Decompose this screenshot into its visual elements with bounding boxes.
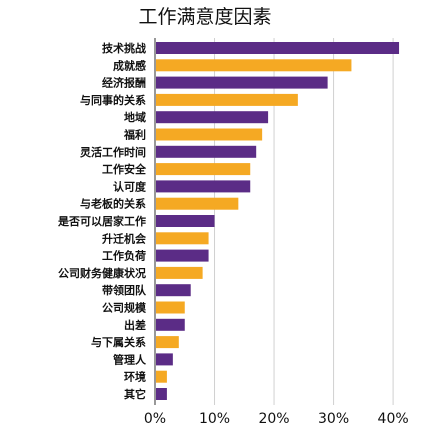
- category-label: 其它: [124, 387, 146, 401]
- category-label: 环境: [124, 370, 146, 384]
- bar: [156, 93, 298, 106]
- bar: [156, 42, 400, 54]
- x-tick-label: 20%: [258, 411, 289, 427]
- category-label: 升迁机会: [102, 231, 147, 245]
- bar: [156, 266, 203, 279]
- category-label: 工作负荷: [102, 249, 146, 263]
- x-tick-label: 10%: [199, 411, 230, 427]
- category-label: 公司规模: [102, 301, 147, 315]
- category-label: 公司财务健康状况: [58, 266, 146, 280]
- category-label: 管理人: [113, 352, 147, 366]
- bar: [156, 249, 209, 262]
- category-label: 是否可以居家工作: [57, 214, 146, 228]
- bar: [156, 232, 209, 245]
- bar: [156, 145, 257, 158]
- category-label: 与老板的关系: [80, 197, 146, 211]
- bar: [156, 180, 251, 193]
- chart-title: 工作满意度因素: [138, 6, 271, 28]
- bar: [156, 353, 173, 366]
- bar: [156, 388, 167, 400]
- bar: [156, 163, 251, 176]
- bar: [156, 197, 239, 210]
- category-label: 技术挑战: [102, 41, 146, 55]
- bar: [156, 336, 179, 349]
- bar: [156, 215, 215, 227]
- bar: [156, 128, 263, 141]
- category-label: 认可度: [113, 179, 147, 193]
- bar: [156, 318, 185, 331]
- category-label: 福利: [123, 128, 146, 142]
- bar: [156, 370, 167, 383]
- category-label: 地域: [124, 110, 146, 124]
- x-tick-label: 30%: [318, 411, 349, 427]
- bar: [156, 59, 352, 72]
- bar: [156, 284, 191, 297]
- category-label: 出差: [124, 318, 146, 332]
- category-label: 带领团队: [102, 283, 147, 297]
- x-tick-label: 0%: [144, 411, 166, 427]
- bar: [156, 301, 185, 314]
- category-label: 经济报酬: [102, 76, 146, 90]
- category-label: 与下属关系: [91, 335, 146, 349]
- category-label: 工作安全: [102, 162, 147, 176]
- category-label: 与同事的关系: [80, 93, 146, 107]
- category-label: 灵活工作时间: [80, 145, 146, 159]
- category-label: 成就感: [113, 58, 146, 72]
- x-axis: 0% 10% 20% 30% 40%: [144, 411, 409, 427]
- bar: [156, 111, 269, 124]
- x-tick-label: 40%: [378, 411, 409, 427]
- category-labels: 技术挑战成就感经济报酬与同事的关系地域福利灵活工作时间工作安全认可度与老板的关系…: [57, 41, 147, 401]
- bar: [156, 76, 328, 89]
- bars: [156, 42, 400, 400]
